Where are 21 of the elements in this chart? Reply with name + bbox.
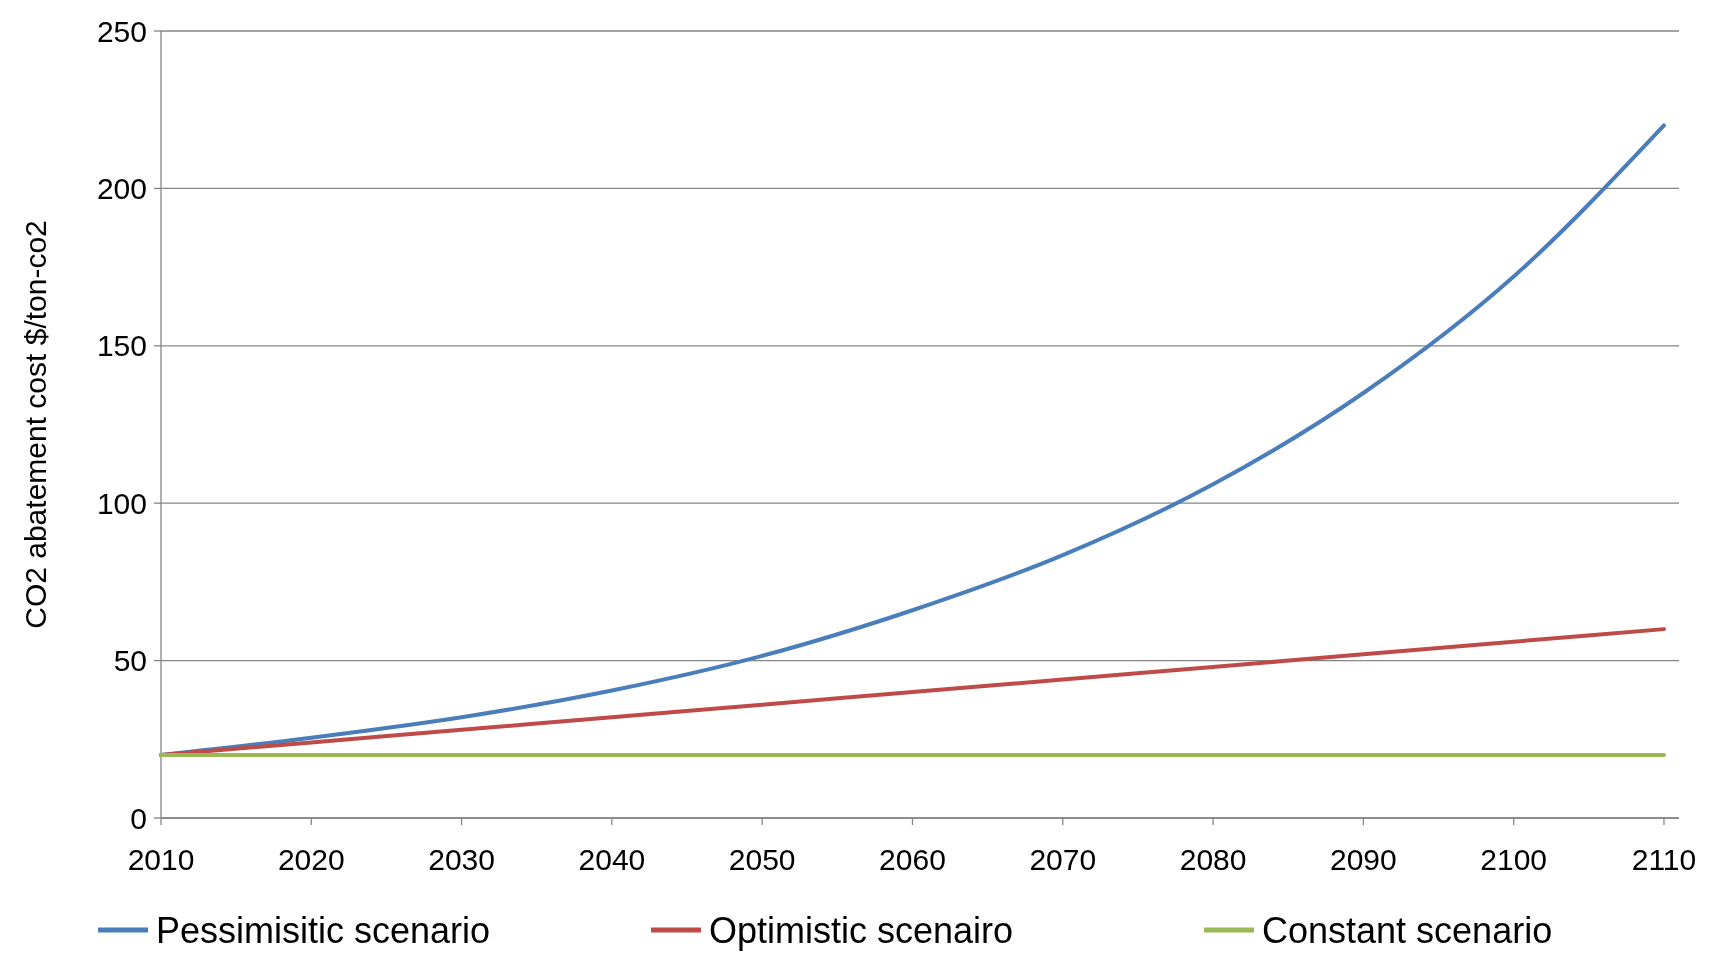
legend-label: Pessimisitic scenario bbox=[156, 909, 491, 951]
y-tick-label: 0 bbox=[130, 801, 147, 835]
y-tick-label: 100 bbox=[96, 486, 147, 520]
x-tick-label: 2060 bbox=[879, 843, 946, 876]
legend-label: Optimistic scenairo bbox=[709, 909, 1014, 951]
x-tick-label: 2110 bbox=[1631, 843, 1697, 876]
x-tick-label: 2090 bbox=[1330, 843, 1397, 876]
y-tick-label: 250 bbox=[96, 14, 147, 48]
legend-label: Constant scenario bbox=[1262, 909, 1553, 951]
x-tick-label: 2070 bbox=[1029, 843, 1097, 876]
y-axis-title: CO2 abatement cost $/ton-co2 bbox=[19, 220, 52, 629]
x-tick-label: 2080 bbox=[1179, 843, 1247, 876]
y-tick-label: 200 bbox=[96, 171, 147, 205]
y-tick-label: 150 bbox=[96, 329, 147, 363]
y-tick-label: 50 bbox=[113, 644, 147, 678]
x-tick-label: 2010 bbox=[127, 843, 195, 876]
x-tick-label: 2030 bbox=[428, 843, 495, 876]
x-tick-label: 2020 bbox=[277, 843, 345, 876]
x-tick-label: 2100 bbox=[1480, 843, 1548, 876]
x-tick-label: 2050 bbox=[728, 843, 796, 876]
x-tick-label: 2040 bbox=[578, 843, 646, 876]
